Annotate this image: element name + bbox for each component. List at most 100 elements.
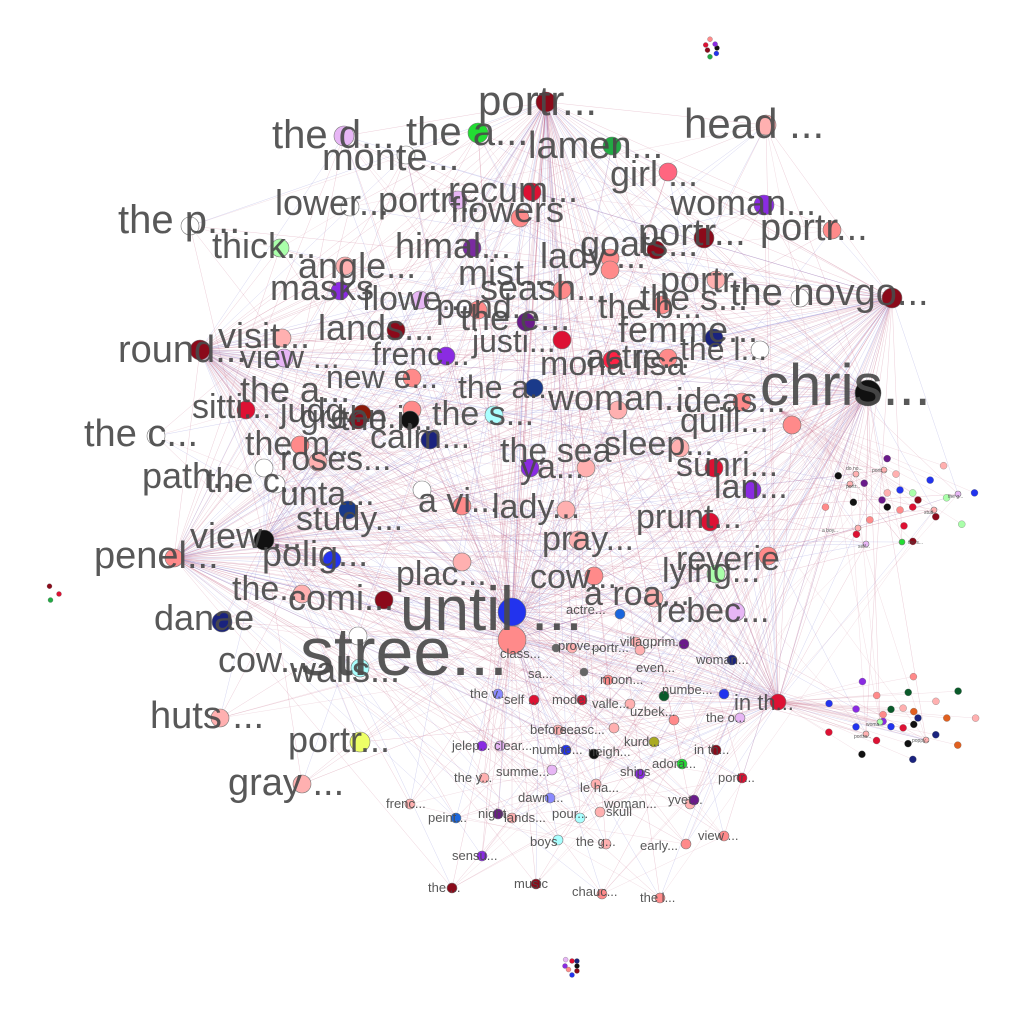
- graph-node[interactable]: [522, 182, 542, 202]
- graph-node[interactable]: [292, 584, 312, 604]
- graph-node[interactable]: [330, 281, 350, 301]
- graph-node[interactable]: [450, 812, 462, 824]
- graph-node[interactable]: [348, 410, 368, 430]
- graph-node[interactable]: [535, 91, 557, 113]
- graph-node[interactable]: [750, 340, 770, 360]
- graph-node[interactable]: [584, 566, 604, 586]
- graph-node[interactable]: [552, 834, 564, 846]
- graph-node[interactable]: [588, 748, 600, 760]
- graph-node[interactable]: [596, 888, 608, 900]
- graph-node[interactable]: [736, 772, 748, 784]
- graph-node[interactable]: [880, 466, 888, 474]
- graph-node[interactable]: [693, 227, 715, 249]
- graph-node[interactable]: [180, 216, 200, 236]
- graph-node[interactable]: [658, 162, 678, 182]
- graph-node[interactable]: [478, 772, 490, 784]
- graph-node[interactable]: [506, 812, 518, 824]
- graph-node[interactable]: [552, 724, 564, 736]
- graph-node[interactable]: [755, 114, 777, 136]
- graph-node[interactable]: [510, 208, 530, 228]
- graph-node[interactable]: [274, 348, 294, 368]
- graph-node[interactable]: [876, 718, 884, 726]
- graph-node[interactable]: [602, 136, 622, 156]
- graph-node[interactable]: [524, 378, 544, 398]
- graph-node[interactable]: [404, 798, 416, 810]
- graph-node[interactable]: [576, 694, 588, 706]
- graph-node[interactable]: [862, 730, 870, 738]
- graph-node[interactable]: [590, 778, 602, 790]
- graph-node[interactable]: [530, 878, 542, 890]
- graph-node[interactable]: [704, 328, 724, 348]
- graph-node[interactable]: [556, 500, 576, 520]
- graph-node[interactable]: [552, 280, 572, 300]
- graph-node[interactable]: [704, 458, 724, 478]
- graph-node[interactable]: [254, 458, 274, 478]
- graph-node[interactable]: [732, 392, 752, 412]
- graph-node[interactable]: [658, 690, 670, 702]
- graph-node[interactable]: [634, 768, 646, 780]
- graph-node[interactable]: [742, 480, 762, 500]
- graph-node[interactable]: [340, 197, 360, 217]
- graph-node[interactable]: [146, 426, 166, 446]
- graph-node[interactable]: [846, 480, 854, 488]
- graph-node[interactable]: [484, 405, 504, 425]
- graph-node[interactable]: [726, 654, 738, 666]
- graph-node[interactable]: [579, 667, 589, 677]
- graph-node[interactable]: [322, 550, 342, 570]
- graph-node[interactable]: [634, 644, 646, 656]
- graph-node[interactable]: [658, 348, 678, 368]
- graph-node[interactable]: [476, 850, 488, 862]
- graph-node[interactable]: [568, 530, 588, 550]
- graph-node[interactable]: [822, 220, 842, 240]
- graph-node[interactable]: [386, 320, 406, 340]
- graph-node[interactable]: [253, 529, 275, 551]
- graph-node[interactable]: [266, 474, 286, 494]
- graph-node[interactable]: [335, 256, 355, 276]
- graph-node[interactable]: [688, 794, 700, 806]
- graph-node[interactable]: [350, 658, 370, 678]
- graph-node[interactable]: [676, 758, 688, 770]
- graph-node[interactable]: [436, 346, 456, 366]
- graph-node[interactable]: [476, 740, 488, 752]
- graph-node[interactable]: [608, 722, 620, 734]
- graph-node[interactable]: [446, 882, 458, 894]
- graph-node[interactable]: [854, 524, 862, 532]
- graph-node[interactable]: [396, 145, 416, 165]
- graph-node[interactable]: [448, 190, 468, 210]
- graph-node[interactable]: [898, 538, 906, 546]
- graph-node[interactable]: [646, 240, 666, 260]
- graph-node[interactable]: [566, 642, 578, 654]
- graph-node[interactable]: [614, 608, 626, 620]
- graph-node[interactable]: [594, 806, 606, 818]
- graph-node[interactable]: [452, 496, 472, 516]
- graph-node[interactable]: [652, 295, 672, 315]
- graph-node[interactable]: [734, 712, 746, 724]
- graph-node[interactable]: [574, 812, 586, 824]
- graph-node[interactable]: [374, 590, 394, 610]
- graph-node[interactable]: [718, 830, 730, 842]
- graph-node[interactable]: [600, 838, 612, 850]
- graph-node[interactable]: [718, 688, 730, 700]
- graph-node[interactable]: [678, 638, 690, 650]
- graph-node[interactable]: [602, 674, 614, 686]
- graph-node[interactable]: [670, 438, 690, 458]
- graph-node[interactable]: [308, 452, 328, 472]
- graph-node[interactable]: [753, 194, 775, 216]
- graph-node[interactable]: [769, 693, 787, 711]
- graph-node[interactable]: [560, 744, 572, 756]
- graph-node[interactable]: [854, 379, 882, 407]
- graph-node[interactable]: [654, 892, 666, 904]
- graph-node[interactable]: [954, 490, 962, 498]
- graph-node[interactable]: [710, 744, 722, 756]
- graph-node[interactable]: [852, 470, 860, 478]
- graph-node[interactable]: [551, 643, 561, 653]
- graph-node[interactable]: [922, 736, 930, 744]
- graph-node[interactable]: [576, 458, 596, 478]
- graph-node[interactable]: [644, 588, 664, 608]
- graph-node[interactable]: [348, 626, 368, 646]
- graph-node[interactable]: [758, 546, 778, 566]
- graph-node[interactable]: [528, 694, 540, 706]
- graph-node[interactable]: [492, 808, 504, 820]
- graph-node[interactable]: [400, 410, 420, 430]
- graph-node[interactable]: [624, 698, 636, 710]
